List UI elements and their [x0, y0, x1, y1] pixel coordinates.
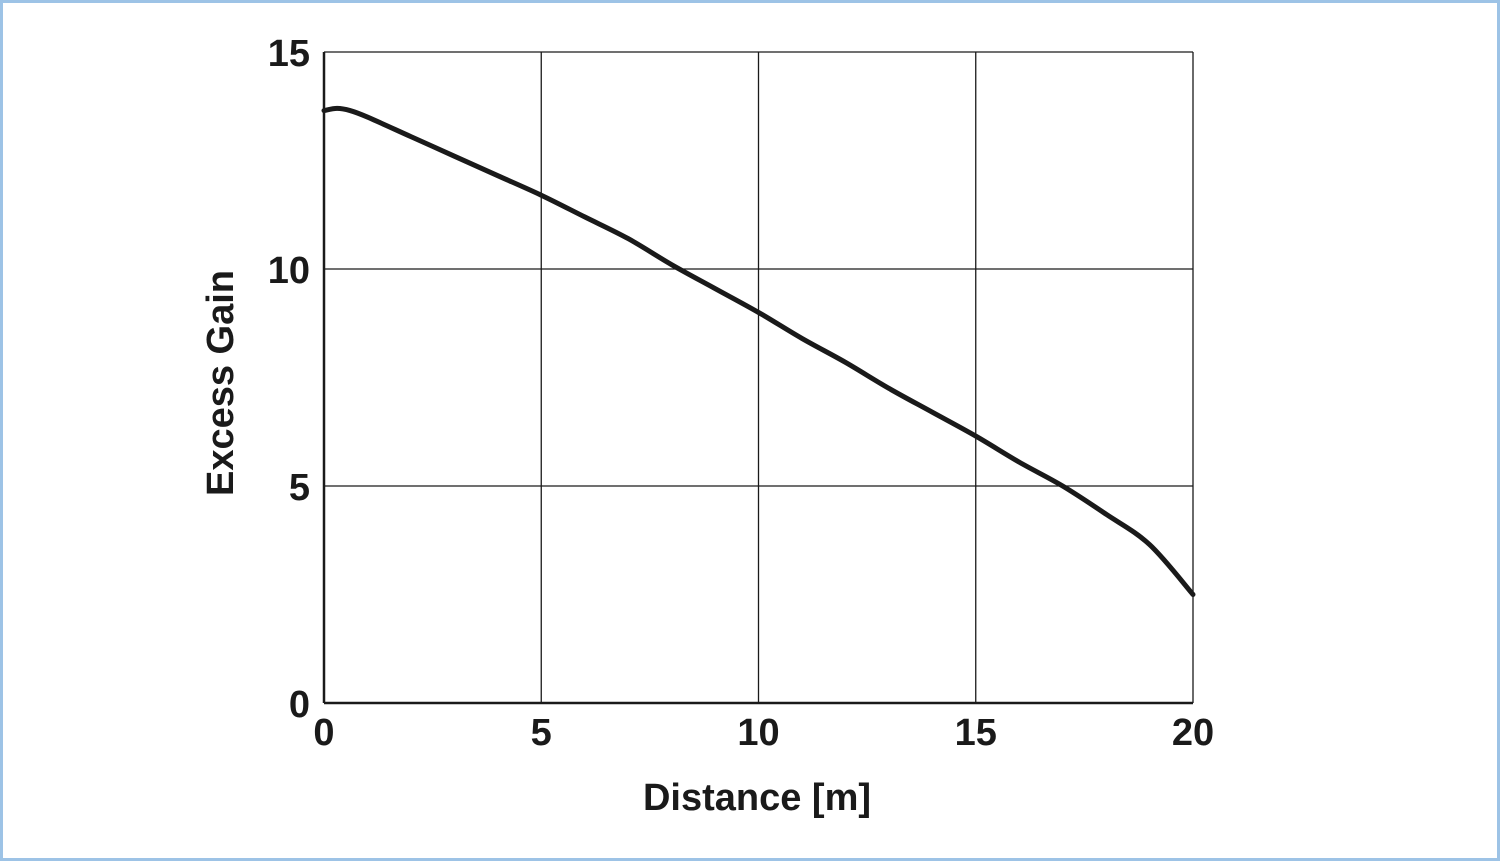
series-line-0 [321, 105, 1196, 597]
x-tick-label-15: 15 [955, 712, 997, 754]
y-tick-label-10: 10 [268, 250, 310, 292]
x-tick-label-0: 0 [313, 712, 334, 754]
y-tick-label-0: 0 [289, 684, 310, 726]
tick-labels: 0 5 10 15 20 0 5 10 15 [268, 33, 1214, 754]
x-axis-title: Distance [m] [643, 777, 871, 819]
x-tick-label-5: 5 [531, 712, 552, 754]
grid [324, 51, 1194, 703]
x-tick-label-20: 20 [1172, 712, 1214, 754]
y-tick-label-15: 15 [268, 33, 310, 75]
axes [322, 52, 1193, 705]
series [321, 105, 1196, 597]
x-tick-label-10: 10 [737, 712, 779, 754]
y-axis-title: Excess Gain [200, 270, 242, 496]
y-tick-label-5: 5 [289, 467, 310, 509]
